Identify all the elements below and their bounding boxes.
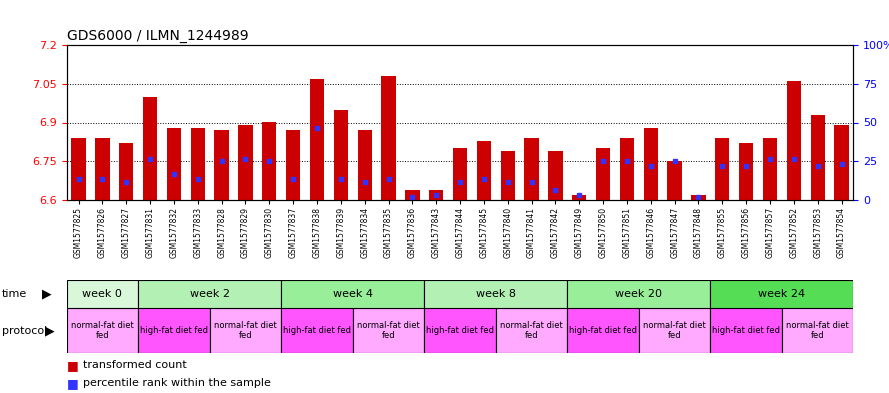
Bar xyxy=(496,308,567,353)
Bar xyxy=(477,141,491,200)
Bar xyxy=(429,190,444,200)
Bar xyxy=(281,280,424,308)
Text: percentile rank within the sample: percentile rank within the sample xyxy=(83,378,270,388)
Bar xyxy=(143,97,157,200)
Bar xyxy=(119,143,133,200)
Bar xyxy=(567,308,639,353)
Text: week 0: week 0 xyxy=(83,289,123,299)
Bar xyxy=(644,128,658,200)
Text: normal-fat diet
fed: normal-fat diet fed xyxy=(786,321,849,340)
Bar xyxy=(710,308,782,353)
Bar xyxy=(567,280,710,308)
Bar xyxy=(763,138,777,200)
Bar xyxy=(310,79,324,200)
Bar xyxy=(281,308,353,353)
Bar xyxy=(138,308,210,353)
Text: normal-fat diet
fed: normal-fat diet fed xyxy=(501,321,563,340)
Text: high-fat diet fed: high-fat diet fed xyxy=(426,326,494,335)
Bar xyxy=(262,123,276,200)
Bar xyxy=(210,308,281,353)
Bar xyxy=(692,195,706,200)
Text: week 4: week 4 xyxy=(332,289,372,299)
Text: normal-fat diet
fed: normal-fat diet fed xyxy=(644,321,706,340)
Bar xyxy=(405,190,420,200)
Bar xyxy=(453,148,468,200)
Bar xyxy=(190,128,205,200)
Bar xyxy=(238,125,252,200)
Text: week 8: week 8 xyxy=(476,289,516,299)
Bar xyxy=(525,138,539,200)
Bar xyxy=(787,81,801,200)
Bar xyxy=(167,128,181,200)
Bar xyxy=(596,148,610,200)
Text: week 24: week 24 xyxy=(758,289,805,299)
Text: high-fat diet fed: high-fat diet fed xyxy=(569,326,637,335)
Text: ■: ■ xyxy=(67,376,78,390)
Bar xyxy=(573,195,587,200)
Text: high-fat diet fed: high-fat diet fed xyxy=(712,326,781,335)
Text: high-fat diet fed: high-fat diet fed xyxy=(283,326,351,335)
Bar xyxy=(95,138,109,200)
Bar xyxy=(739,143,753,200)
Text: ▶: ▶ xyxy=(42,288,52,301)
Text: normal-fat diet
fed: normal-fat diet fed xyxy=(214,321,276,340)
Bar xyxy=(381,76,396,200)
Bar xyxy=(67,280,138,308)
Bar xyxy=(715,138,730,200)
Bar xyxy=(214,130,228,200)
Bar xyxy=(357,130,372,200)
Bar xyxy=(501,151,515,200)
Text: ■: ■ xyxy=(67,359,78,372)
Bar xyxy=(620,138,634,200)
Bar xyxy=(67,308,138,353)
Text: week 20: week 20 xyxy=(615,289,662,299)
Bar xyxy=(639,308,710,353)
Text: high-fat diet fed: high-fat diet fed xyxy=(140,326,208,335)
Text: week 2: week 2 xyxy=(189,289,229,299)
Bar xyxy=(333,110,348,200)
Bar xyxy=(811,115,825,200)
Bar xyxy=(668,161,682,200)
Bar xyxy=(286,130,300,200)
Bar xyxy=(138,280,281,308)
Text: ▶: ▶ xyxy=(45,324,55,337)
Bar xyxy=(353,308,424,353)
Bar xyxy=(835,125,849,200)
Bar xyxy=(424,280,567,308)
Text: time: time xyxy=(2,289,27,299)
Text: normal-fat diet
fed: normal-fat diet fed xyxy=(357,321,420,340)
Bar xyxy=(424,308,496,353)
Text: GDS6000 / ILMN_1244989: GDS6000 / ILMN_1244989 xyxy=(67,29,248,42)
Bar xyxy=(782,308,853,353)
Bar xyxy=(710,280,853,308)
Bar xyxy=(549,151,563,200)
Bar xyxy=(71,138,85,200)
Text: protocol: protocol xyxy=(2,325,47,336)
Text: transformed count: transformed count xyxy=(83,360,187,371)
Text: normal-fat diet
fed: normal-fat diet fed xyxy=(71,321,134,340)
